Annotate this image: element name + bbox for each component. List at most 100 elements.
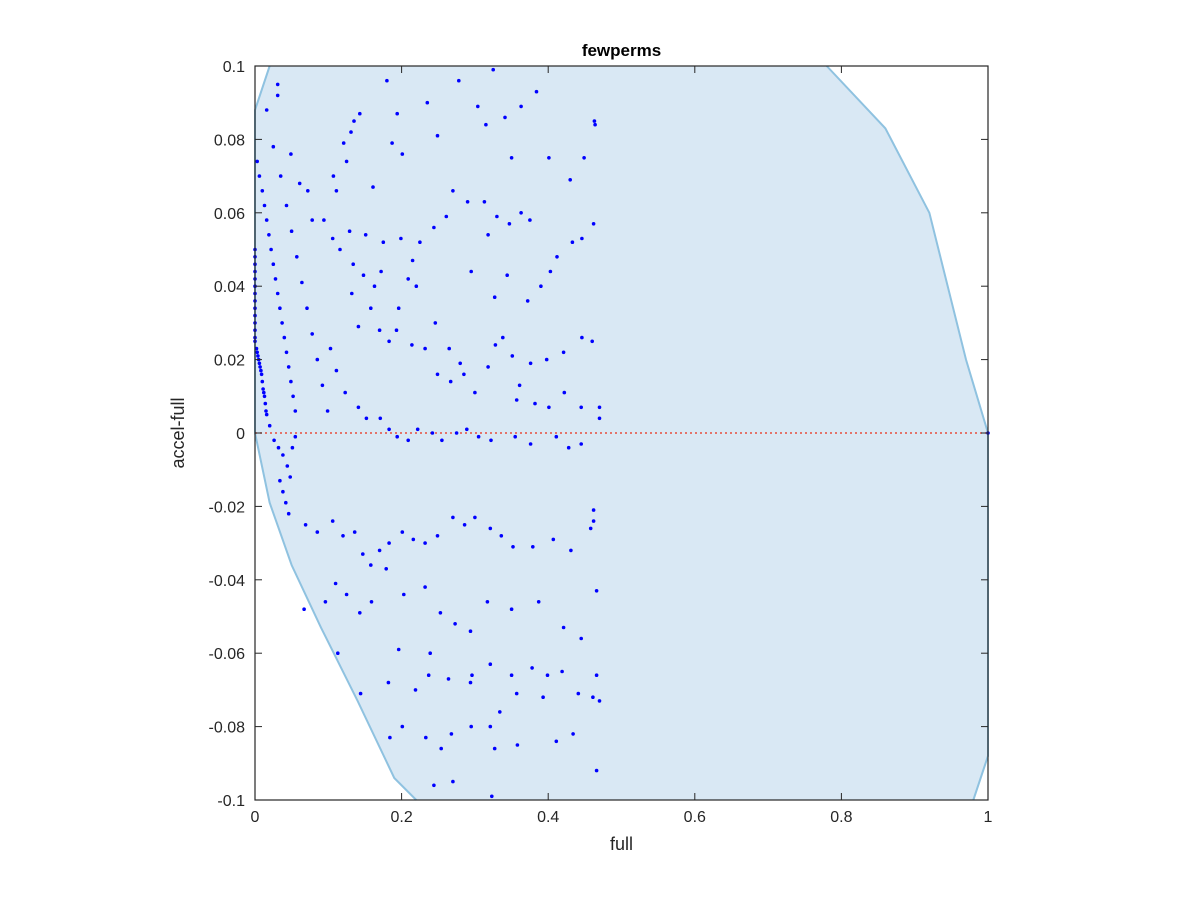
data-point	[387, 541, 391, 545]
data-point	[528, 218, 532, 222]
data-point	[257, 361, 262, 366]
data-point	[597, 416, 602, 421]
data-point	[330, 519, 335, 523]
data-point	[491, 67, 496, 72]
data-point	[328, 346, 333, 351]
data-point	[505, 273, 510, 278]
data-point	[531, 545, 535, 549]
data-point	[438, 611, 443, 615]
data-point	[334, 368, 339, 373]
data-point	[428, 651, 433, 655]
data-point	[561, 350, 566, 355]
data-point	[410, 258, 415, 263]
data-point	[501, 335, 505, 340]
data-point	[338, 247, 342, 252]
data-point	[593, 122, 597, 127]
data-point	[358, 111, 362, 116]
data-point	[352, 530, 357, 534]
data-point	[418, 240, 422, 244]
data-point	[507, 222, 512, 226]
data-point	[473, 515, 477, 520]
data-point	[395, 434, 400, 439]
data-point	[371, 185, 375, 189]
data-point	[453, 622, 457, 626]
data-point	[473, 390, 477, 395]
data-point	[423, 585, 427, 589]
data-point	[344, 592, 349, 597]
data-point	[396, 306, 401, 311]
data-point	[387, 427, 391, 432]
data-point	[562, 390, 567, 395]
data-point	[510, 354, 515, 358]
data-point	[547, 405, 551, 410]
data-point	[424, 735, 428, 740]
data-point	[448, 379, 453, 384]
data-point	[536, 600, 541, 604]
data-point	[597, 699, 602, 703]
data-point	[264, 218, 269, 222]
data-point	[465, 200, 470, 204]
data-point	[400, 530, 405, 534]
data-point	[295, 254, 299, 259]
data-point	[384, 567, 389, 571]
data-point	[525, 299, 530, 303]
data-point	[576, 691, 581, 696]
data-point	[590, 339, 594, 344]
data-point	[470, 673, 474, 677]
data-point	[482, 200, 487, 204]
data-point	[503, 115, 507, 120]
data-point	[377, 548, 382, 553]
data-point	[488, 526, 493, 531]
data-point	[358, 611, 362, 615]
data-point	[322, 218, 326, 222]
data-point	[509, 673, 514, 677]
data-point	[281, 489, 285, 494]
data-point	[369, 600, 374, 604]
data-point	[267, 423, 272, 428]
data-point	[485, 600, 490, 604]
data-point	[469, 724, 474, 729]
data-point	[291, 394, 295, 399]
data-point	[488, 662, 493, 666]
data-point	[569, 548, 573, 553]
data-point	[300, 280, 304, 285]
data-point	[462, 372, 466, 377]
data-point	[447, 346, 452, 351]
x-tick-label: 0.8	[830, 809, 852, 826]
data-point	[358, 691, 363, 696]
data-point	[262, 203, 267, 208]
data-point	[498, 710, 502, 714]
data-point	[433, 321, 438, 325]
data-point	[315, 357, 320, 362]
data-point	[347, 229, 352, 233]
data-point	[297, 181, 302, 186]
data-point	[560, 669, 564, 674]
data-point	[262, 394, 267, 399]
x-axis-label: full	[610, 834, 633, 854]
data-point	[432, 783, 436, 788]
data-point	[336, 651, 340, 655]
data-point	[267, 233, 271, 237]
data-point	[282, 335, 287, 340]
data-point	[310, 218, 315, 222]
data-point	[406, 277, 411, 281]
data-point	[388, 735, 392, 740]
data-point	[588, 526, 593, 531]
y-tick-label: 0	[236, 426, 245, 443]
data-point	[293, 409, 298, 413]
data-point	[288, 475, 293, 479]
data-point	[411, 537, 416, 542]
data-point	[499, 534, 504, 538]
data-point	[286, 365, 291, 369]
y-tick-label: 0.04	[214, 279, 245, 296]
x-tick-label: 0.6	[684, 809, 706, 826]
data-point	[426, 673, 431, 677]
data-point	[293, 434, 298, 439]
data-point	[430, 431, 435, 435]
data-point	[554, 739, 559, 744]
data-point	[394, 328, 399, 333]
data-point	[320, 383, 325, 388]
data-point	[511, 545, 515, 549]
data-point	[271, 144, 276, 149]
